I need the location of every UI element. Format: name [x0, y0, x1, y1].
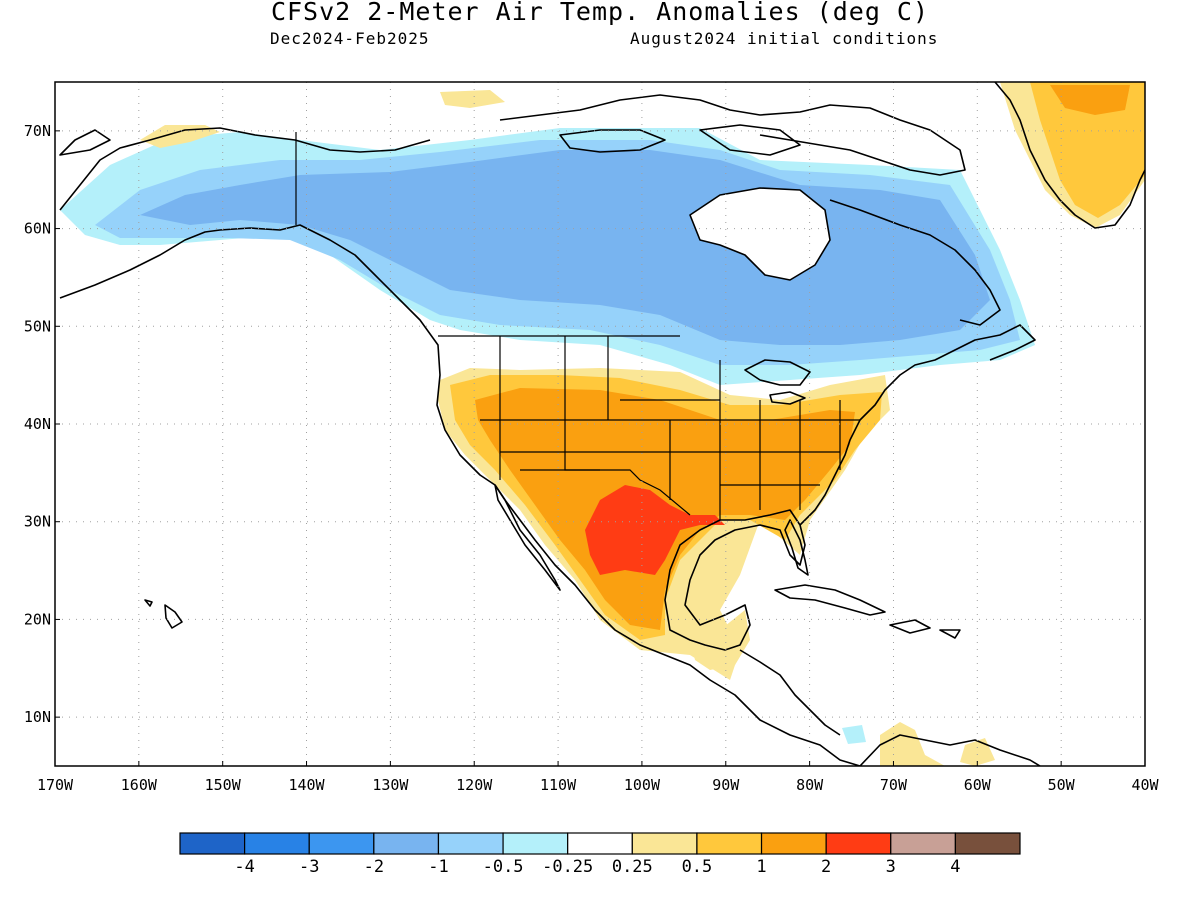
forecast-period: Dec2024-Feb2025 [270, 29, 430, 48]
lon-tick-label: 80W [796, 776, 824, 794]
colorbar-label: 0.5 [682, 857, 713, 877]
lon-tick-label: 120W [456, 776, 493, 794]
colorbar-label: -3 [299, 857, 319, 877]
colorbar-swatch [502, 832, 569, 855]
lon-tick-label: 90W [712, 776, 740, 794]
latitude-axis: 10N 20N 30N 40N 50N 60N 70N [24, 122, 60, 726]
hudson-bay [690, 188, 830, 280]
colorbar-label: 0.25 [612, 857, 653, 877]
colorbar-label: -0.25 [542, 857, 593, 877]
colorbar-swatch [890, 832, 956, 855]
colorbar-label: -0.5 [483, 857, 524, 877]
lat-tick-label: 10N [24, 708, 51, 726]
anomaly-central-america-warm [690, 610, 750, 670]
colorbar-swatch [825, 832, 892, 855]
lon-tick-label: 110W [540, 776, 577, 794]
lon-tick-label: 160W [121, 776, 158, 794]
colorbar-label: 2 [821, 857, 831, 877]
colorbar-swatch [373, 832, 440, 855]
lat-tick-label: 50N [24, 317, 51, 335]
colorbar-swatch [567, 832, 633, 855]
anomaly-texas-hot [585, 485, 725, 575]
initial-conditions: August2024 initial conditions [630, 29, 939, 48]
colorbar: -4 -3 -2 -1 -0.5 -0.25 0.25 0.5 1 2 3 4 [179, 832, 1021, 877]
anomaly-arctic-warm-patch [440, 90, 505, 108]
colorbar-swatch [179, 832, 246, 855]
colorbar-label: -4 [234, 857, 254, 877]
lat-tick-label: 60N [24, 220, 51, 238]
lon-tick-label: 40W [1131, 776, 1159, 794]
lon-tick-label: 100W [624, 776, 661, 794]
colorbar-swatch [696, 832, 763, 855]
colorbar-label: 4 [950, 857, 960, 877]
lon-tick-label: 50W [1048, 776, 1076, 794]
anomaly-south-america-warm [880, 722, 945, 766]
colorbar-label: 1 [756, 857, 766, 877]
lat-tick-label: 40N [24, 415, 51, 433]
longitude-axis: 170W 160W 150W 140W 130W 120W 110W 100W 90W 80W 70… [37, 761, 1160, 794]
map-title: CFSv2 2-Meter Air Temp. Anomalies (deg C… [270, 0, 930, 26]
coastlines [59, 82, 1145, 766]
anomaly-greenland-warmest [1050, 85, 1130, 115]
borders [295, 132, 860, 520]
lon-tick-label: 130W [372, 776, 409, 794]
colorbar-swatch [244, 832, 310, 855]
colorbar-swatch [308, 832, 375, 855]
colorbar-label: -2 [364, 857, 384, 877]
lon-tick-label: 140W [288, 776, 325, 794]
lat-tick-label: 70N [24, 122, 51, 140]
anomaly-panama-cold [842, 725, 866, 744]
anomaly-greenland-warmer [1030, 82, 1145, 218]
lat-tick-label: 30N [24, 513, 51, 531]
colorbar-swatch [954, 832, 1021, 855]
colorbar-swatch [631, 832, 698, 855]
colorbar-label: 3 [886, 857, 896, 877]
lon-tick-label: 70W [880, 776, 908, 794]
colorbar-swatch [437, 832, 504, 855]
map-field [55, 82, 1145, 766]
colorbar-swatch [760, 832, 827, 855]
lon-tick-label: 170W [37, 776, 74, 794]
lon-tick-label: 150W [205, 776, 242, 794]
lon-tick-label: 60W [964, 776, 992, 794]
colorbar-label: -1 [428, 857, 448, 877]
lat-tick-label: 20N [24, 610, 51, 628]
